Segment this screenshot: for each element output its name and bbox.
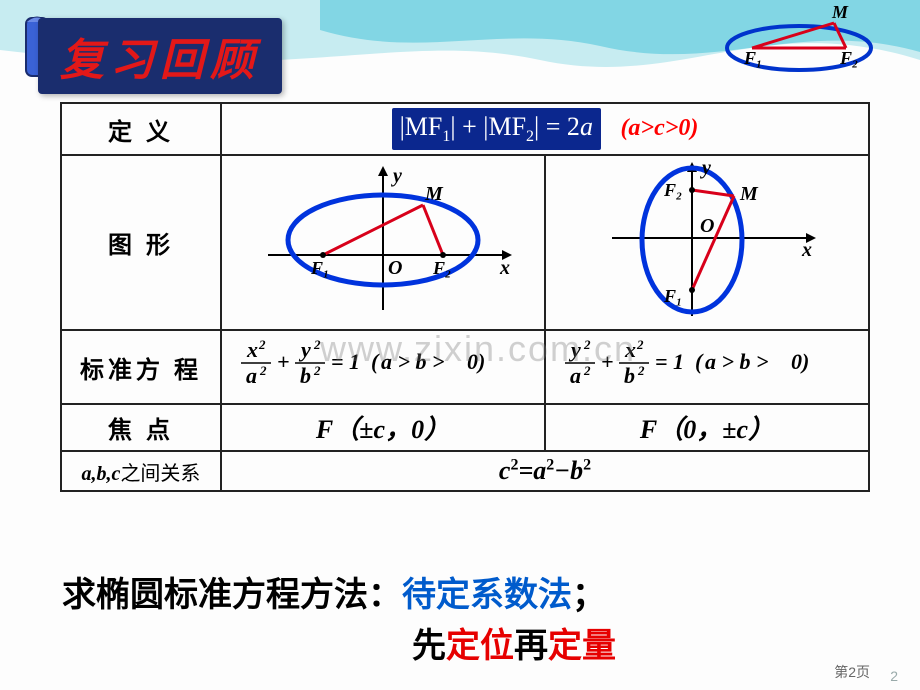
bottom-summary: 求椭圆标准方程方法：待定系数法； 先定位再定量 — [62, 570, 616, 672]
horizontal-ellipse-svg: y x O M F₁ F₂ — [228, 160, 538, 320]
svg-text:2: 2 — [583, 363, 591, 378]
svg-text:F₂: F₂ — [432, 258, 451, 278]
row-shape: 图 形 y x O M F₁ F₂ — [61, 155, 869, 330]
bottom-line2-c: 再 — [514, 627, 548, 665]
bottom-line2-d: 定量 — [548, 627, 616, 665]
svg-text:b: b — [300, 363, 311, 388]
page-number: 2 — [890, 668, 898, 684]
label-focus: 焦 点 — [61, 404, 221, 451]
bottom-line2-a: 先 — [412, 627, 446, 665]
row-equation: 标准方 程 x 2 a 2 + y 2 b 2 = 1 ( a > b > 0) — [61, 330, 869, 404]
svg-text:a > b >: a > b > — [705, 349, 769, 374]
svg-text:y: y — [568, 337, 581, 362]
svg-text:x: x — [246, 337, 258, 362]
svg-text:O: O — [700, 215, 714, 237]
svg-text:M: M — [739, 183, 759, 205]
svg-text:2: 2 — [258, 337, 266, 352]
svg-text:M: M — [424, 183, 444, 205]
svg-text:a: a — [570, 363, 581, 388]
svg-text:+: + — [277, 349, 290, 374]
label-equation: 标准方 程 — [61, 330, 221, 404]
cell-definition: |MF1| + |MF2| = 2a (a>c>0) — [221, 103, 869, 155]
svg-text:= 1: = 1 — [331, 349, 360, 374]
svg-text:F₁: F₁ — [310, 258, 329, 278]
cell-shape-vertical: y x O M F₂ F₁ — [545, 155, 869, 330]
svg-text:x: x — [499, 257, 510, 279]
svg-text:F₁: F₁ — [743, 48, 762, 68]
cell-equation-horizontal: x 2 a 2 + y 2 b 2 = 1 ( a > b > 0) — [221, 330, 545, 404]
cell-focus-vertical: F（0，±c） — [545, 404, 869, 451]
svg-text:y: y — [391, 165, 402, 187]
page-label: 第2页 — [834, 662, 870, 682]
svg-text:(: ( — [371, 349, 380, 374]
definition-formula: |MF1| + |MF2| = 2a — [392, 108, 601, 150]
row-relation: a,b,c之间关系 c2=a2−b2 — [61, 451, 869, 491]
svg-text:O: O — [388, 257, 402, 279]
bottom-line1-blue: 待定系数法 — [402, 576, 572, 614]
svg-text:2: 2 — [313, 363, 321, 378]
svg-text:(: ( — [695, 349, 704, 374]
cell-shape-horizontal: y x O M F₁ F₂ — [221, 155, 545, 330]
svg-text:F₁: F₁ — [663, 286, 682, 306]
svg-text:a: a — [246, 363, 257, 388]
svg-text:2: 2 — [583, 337, 591, 352]
svg-text:M: M — [831, 6, 849, 22]
label-definition: 定 义 — [61, 103, 221, 155]
svg-text:a > b >: a > b > — [381, 349, 445, 374]
svg-text:2: 2 — [313, 337, 321, 352]
svg-text:0): 0) — [791, 349, 809, 374]
svg-text:x: x — [801, 239, 812, 261]
svg-text:y: y — [700, 160, 711, 179]
vertical-ellipse-svg: y x O M F₂ F₁ — [552, 160, 862, 320]
bottom-line2-b: 定位 — [446, 627, 514, 665]
svg-text:2: 2 — [637, 363, 645, 378]
label-relation: a,b,c之间关系 — [61, 451, 221, 491]
row-definition: 定 义 |MF1| + |MF2| = 2a (a>c>0) — [61, 103, 869, 155]
row-focus: 焦 点 F（±c，0） F（0，±c） — [61, 404, 869, 451]
svg-text:= 1: = 1 — [655, 349, 684, 374]
label-shape: 图 形 — [61, 155, 221, 330]
definition-condition: (a>c>0) — [620, 115, 698, 141]
cell-focus-horizontal: F（±c，0） — [221, 404, 545, 451]
svg-text:x: x — [624, 337, 636, 362]
cell-equation-vertical: y 2 a 2 + x 2 b 2 = 1 ( a > b > 0) — [545, 330, 869, 404]
corner-ellipse-diagram: M F₁ F₂ — [714, 6, 884, 76]
title-banner: 复习回顾 — [38, 18, 282, 94]
svg-text:+: + — [601, 349, 614, 374]
svg-text:b: b — [624, 363, 635, 388]
comparison-table: 定 义 |MF1| + |MF2| = 2a (a>c>0) 图 形 y x — [60, 102, 870, 492]
svg-text:0): 0) — [467, 349, 485, 374]
svg-text:F₂: F₂ — [663, 180, 682, 200]
svg-text:F₂: F₂ — [839, 48, 858, 68]
bottom-line1-black: 求椭圆标准方程方法： — [62, 576, 402, 614]
svg-text:y: y — [298, 337, 311, 362]
svg-text:2: 2 — [636, 337, 644, 352]
svg-text:2: 2 — [259, 363, 267, 378]
cell-relation: c2=a2−b2 — [221, 451, 869, 491]
